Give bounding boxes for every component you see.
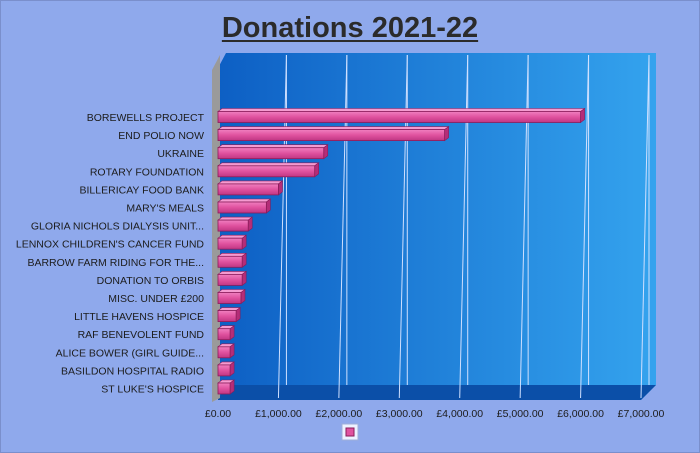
bar (217, 129, 446, 142)
bar-top (217, 108, 586, 112)
bar (217, 273, 243, 286)
bar (217, 183, 279, 196)
x-tick-label: £5,000.00 (497, 408, 544, 420)
bar-top (217, 253, 248, 257)
x-tick-label: £7,000.00 (618, 408, 665, 420)
bar-top (217, 216, 254, 221)
bar (217, 111, 581, 123)
category-label: ST LUKE'S HOSPICE (101, 384, 204, 396)
category-label: MISC. UNDER £200 (108, 293, 204, 305)
bar-top (217, 234, 248, 239)
bar (217, 310, 237, 323)
bar (217, 292, 242, 304)
bar-top (217, 271, 248, 275)
x-tick-label: £4,000.00 (436, 408, 483, 420)
gridline (580, 54, 590, 399)
x-tick-label: £1,000.00 (255, 408, 302, 420)
category-label: BILLERICAY FOOD BANK (80, 184, 204, 196)
category-label: END POLIO NOW (118, 130, 204, 142)
bar (217, 328, 231, 341)
category-label: LITTLE HAVENS HOSPICE (74, 311, 204, 323)
plot-area (218, 53, 656, 400)
category-label: LENNOX CHILDREN'S CANCER FUND (16, 239, 205, 251)
category-label: UKRAINE (157, 148, 204, 160)
category-label: MARY'S MEALS (126, 203, 204, 215)
x-tick-label: £2,000.00 (315, 408, 362, 420)
bar-top (217, 180, 284, 185)
bar-top (217, 162, 320, 167)
legend-swatch (345, 427, 355, 437)
category-label: ROTARY FOUNDATION (90, 166, 204, 178)
category-label: RAF BENEVOLENT FUND (78, 329, 205, 341)
category-label: BOREWELLS PROJECT (87, 112, 205, 124)
bar (217, 201, 267, 214)
bar (217, 364, 231, 377)
bar (217, 219, 249, 232)
bar-top (217, 198, 272, 203)
gridline (640, 54, 650, 399)
category-label: DONATION TO ORBIS (97, 275, 204, 287)
plot-floor (218, 385, 656, 400)
bar-top (217, 126, 450, 130)
bar (217, 165, 316, 178)
bar (217, 255, 243, 268)
x-tick-label: £3,000.00 (376, 408, 423, 420)
bar (217, 147, 325, 160)
bar (217, 346, 231, 359)
bar-top (217, 144, 329, 148)
category-label: BARROW FARM RIDING FOR THE... (27, 257, 204, 269)
x-tick-label: £6,000.00 (557, 408, 604, 420)
category-label: ALICE BOWER (GIRL GUIDE... (56, 347, 204, 359)
category-label: BASILDON HOSPITAL RADIO (61, 365, 204, 377)
chart-title: Donations 2021-22 (221, 12, 479, 44)
x-tick-label: £0.00 (205, 408, 231, 420)
bar-top (217, 289, 246, 293)
bar (217, 382, 231, 395)
bar (217, 237, 243, 250)
category-label: GLORIA NICHOLS DIALYSIS UNIT... (31, 221, 204, 233)
